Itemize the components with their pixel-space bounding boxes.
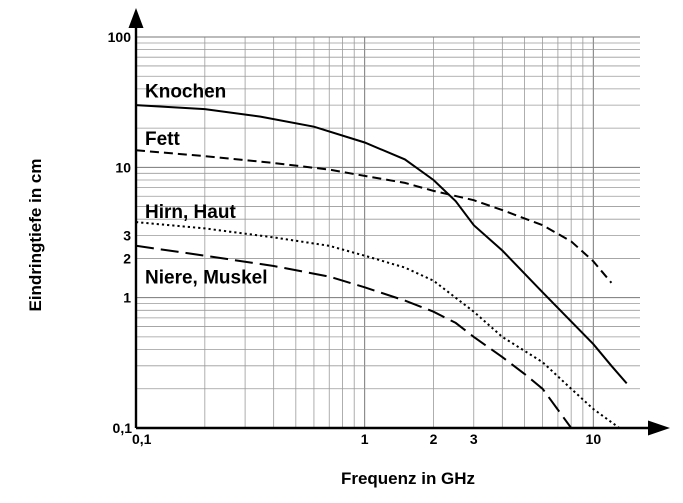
- y-tick-label: 0,1: [113, 420, 133, 436]
- y-tick-label: 10: [115, 159, 131, 175]
- series-label-3: Hirn, Haut: [145, 202, 236, 223]
- y-tick-label: 100: [108, 29, 132, 45]
- y-tick-label: 1: [123, 290, 131, 306]
- grid: [135, 36, 640, 429]
- x-tick-label: 3: [470, 431, 478, 447]
- axes: [128, 8, 670, 436]
- series-labels: Knochen Fett Hirn, Haut Niere, Muskel: [145, 82, 268, 289]
- series-label-1: Knochen: [145, 82, 226, 103]
- series-line-1: [135, 104, 628, 385]
- y-axis-title: Eindringtiefe in cm: [26, 158, 45, 311]
- data-curves: [135, 104, 628, 429]
- series-label-4: Niere, Muskel: [145, 268, 268, 289]
- x-axis-title: Frequenz in GHz: [341, 469, 475, 488]
- x-tick-label: 0,1: [132, 431, 152, 447]
- series-label-2: Fett: [145, 129, 181, 150]
- series-line-2: [135, 149, 613, 284]
- x-tick-label: 10: [586, 431, 602, 447]
- series-line-4: [135, 244, 573, 429]
- y-axis-arrow: [128, 8, 144, 28]
- series-line-3: [135, 221, 620, 429]
- y-tick-label: 2: [123, 250, 131, 266]
- x-axis-arrow: [648, 420, 670, 436]
- y-tick-label: 3: [123, 227, 131, 243]
- x-tick-labels: 0,1 1 2 3 10: [132, 431, 601, 447]
- y-tick-labels: 0,1 1 2 3 10 100: [108, 29, 133, 436]
- x-tick-label: 2: [430, 431, 438, 447]
- x-tick-label: 1: [361, 431, 369, 447]
